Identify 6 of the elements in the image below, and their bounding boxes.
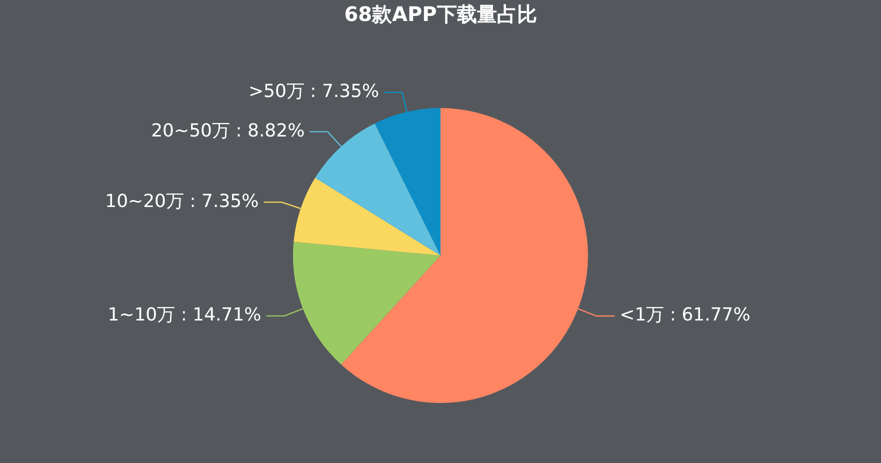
slice-label: <1万 : 61.77% xyxy=(620,304,750,326)
slice-label: 10~20万 : 7.35% xyxy=(105,190,259,212)
slice-label: >50万 : 7.35% xyxy=(248,81,380,102)
slice-label: 1~10万 : 14.71% xyxy=(108,304,262,326)
slice-label: 20~50万 : 8.82% xyxy=(151,120,305,142)
chart-title: 68款APP下载量占比 xyxy=(344,2,537,26)
